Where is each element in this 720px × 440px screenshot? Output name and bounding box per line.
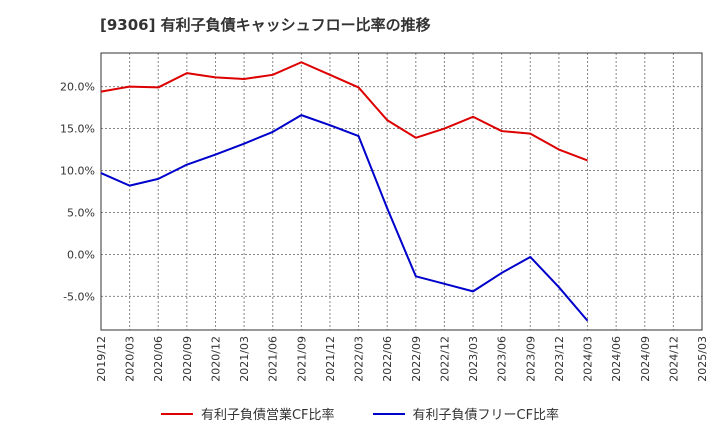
x-tick-label: 2019/12	[95, 336, 108, 382]
x-tick-label: 2022/12	[438, 336, 451, 382]
plot-frame	[100, 52, 703, 331]
x-tick-label: 2022/09	[410, 336, 423, 382]
x-tick-label: 2023/03	[467, 336, 480, 382]
x-tick-label: 2020/03	[124, 336, 137, 382]
x-tick-label: 2024/03	[582, 336, 595, 382]
x-tick-label: 2021/06	[267, 336, 280, 382]
series-lines	[100, 61, 589, 322]
line-chart: -5.0% 0.0% 5.0% 10.0% 15.0% 20.0% 2019/12 2020…	[60, 52, 709, 382]
x-tick-label: 2022/06	[381, 336, 394, 382]
x-tick-label: 2020/09	[181, 336, 194, 382]
x-tick-label: 2023/06	[496, 336, 509, 382]
legend-label-operating-cf: 有利子負債営業CF比率	[200, 408, 335, 423]
legend-item-operating-cf: 有利子負債営業CF比率	[160, 404, 335, 423]
y-tick-label: -5.0%	[63, 290, 95, 303]
x-tick-label: 2025/03	[696, 336, 709, 382]
y-tick-label: 10.0%	[60, 165, 95, 178]
series-line-1	[100, 114, 589, 322]
y-tick-label: 0.0%	[67, 248, 95, 261]
x-tick-label: 2023/12	[553, 336, 566, 382]
legend-swatch-free-cf	[372, 412, 405, 415]
series-line-0	[100, 61, 588, 162]
legend-label-free-cf: 有利子負債フリーCF比率	[412, 408, 560, 423]
x-tick-label: 2023/09	[524, 336, 537, 382]
x-tick-label: 2024/06	[610, 336, 623, 382]
grid-lines	[101, 53, 702, 330]
legend: 有利子負債営業CF比率 有利子負債フリーCF比率	[0, 404, 720, 423]
x-tick-label: 2024/09	[639, 336, 652, 382]
x-tick-label: 2020/12	[209, 336, 222, 382]
x-tick-label: 2021/09	[295, 336, 308, 382]
axes	[100, 52, 703, 331]
legend-item-free-cf: 有利子負債フリーCF比率	[372, 404, 560, 423]
y-tick-label: 5.0%	[67, 206, 95, 219]
x-tick-label: 2021/12	[324, 336, 337, 382]
x-tick-label: 2024/12	[667, 336, 680, 382]
x-tick-labels: 2019/12 2020/03 2020/06 2020/09 2020/12 2021/…	[95, 336, 709, 382]
y-tick-label: 15.0%	[60, 123, 95, 136]
chart-title: [9306] 有利子負債キャッシュフロー比率の推移	[100, 16, 431, 34]
y-tick-labels: -5.0% 0.0% 5.0% 10.0% 15.0% 20.0%	[60, 81, 95, 304]
x-tick-label: 2021/03	[238, 336, 251, 382]
x-tick-label: 2022/03	[353, 336, 366, 382]
x-tick-label: 2020/06	[152, 336, 165, 382]
legend-swatch-operating-cf	[160, 412, 193, 415]
y-tick-label: 20.0%	[60, 81, 95, 94]
